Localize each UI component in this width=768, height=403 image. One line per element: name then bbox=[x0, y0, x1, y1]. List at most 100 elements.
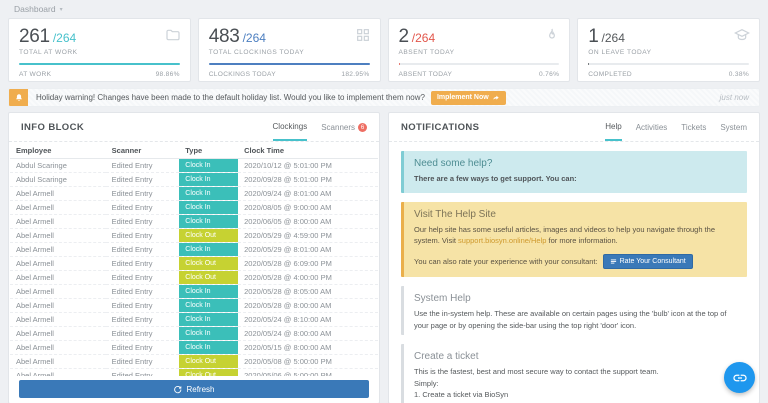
stat-percent: 98.86% bbox=[155, 71, 180, 78]
clock-time-cell: 2020/05/28 @ 8:00:00 AM bbox=[238, 298, 378, 313]
stat-card: 1 /264 ON LEAVE TODAY COMPLETED 0.38% bbox=[577, 18, 760, 82]
help-site-section: Visit The Help Site Our help site has so… bbox=[401, 201, 747, 277]
scanner-cell: Edited Entry bbox=[105, 312, 180, 327]
tab-tickets[interactable]: Tickets bbox=[681, 122, 706, 141]
progress-bar bbox=[208, 63, 370, 65]
table-row[interactable]: Abel Armell Edited Entry Clock In 2020/05/2… bbox=[10, 298, 378, 313]
implement-now-button[interactable]: Implement Now bbox=[430, 90, 506, 105]
system-help-section: System Help Use the in-system help. Thes… bbox=[401, 285, 747, 336]
table-row[interactable]: Abel Armell Edited Entry Clock In 2020/06/0… bbox=[10, 214, 378, 229]
clock-time-cell: 2020/09/28 @ 5:01:00 PM bbox=[238, 172, 378, 187]
stat-percent: 0.76% bbox=[539, 71, 560, 78]
table-row[interactable]: Abel Armell Edited Entry Clock In 2020/05/2… bbox=[10, 326, 378, 341]
scanner-cell: Edited Entry bbox=[105, 340, 180, 355]
help-site-link[interactable]: support.biosyn.online/Help bbox=[458, 236, 547, 246]
stat-label: TOTAL CLOCKINGS TODAY bbox=[208, 49, 305, 56]
need-help-heading: Need some help? bbox=[414, 158, 493, 169]
table-row[interactable]: Abel Armell Edited Entry Clock In 2020/05/1… bbox=[10, 340, 378, 355]
banner-timestamp: just now bbox=[719, 93, 749, 102]
table-row[interactable]: Abel Armell Edited Entry Clock In 2020/05/2… bbox=[10, 284, 378, 299]
create-ticket-steps: Simply: 1. Create a ticket via BioSyn 2.… bbox=[414, 378, 737, 403]
system-help-heading: System Help bbox=[414, 292, 471, 304]
tab-activities[interactable]: Activities bbox=[636, 122, 668, 141]
stat-percent: 0.38% bbox=[728, 71, 749, 78]
table-row[interactable]: Abel Armell Edited Entry Clock In 2020/05/2… bbox=[10, 312, 378, 327]
type-cell: Clock Out bbox=[179, 354, 239, 369]
employee-cell: Abel Armell bbox=[10, 214, 106, 229]
rate-consultant-text: You can also rate your experience with y… bbox=[414, 256, 598, 266]
info-block-title: INFO BLOCK bbox=[21, 122, 85, 133]
folder-icon bbox=[165, 27, 181, 43]
refresh-button[interactable]: Refresh bbox=[19, 380, 369, 398]
forward-arrow-icon bbox=[493, 95, 499, 100]
ticket-simply-label: Simply: bbox=[414, 378, 439, 388]
table-row[interactable]: Abel Armell Edited Entry Clock In 2020/05/2… bbox=[10, 242, 378, 257]
table-row[interactable]: Abdul Scaringe Edited Entry Clock In 2020/0… bbox=[10, 172, 378, 187]
tab-system[interactable]: System bbox=[720, 122, 747, 141]
tab-clockings[interactable]: Clockings bbox=[272, 122, 308, 141]
table-row[interactable]: Abel Armell Edited Entry Clock Out 2020/05/… bbox=[10, 270, 378, 285]
breadcrumb[interactable]: Dashboard ▾ bbox=[0, 0, 768, 16]
tab-scanners-label: Scanners bbox=[321, 123, 355, 132]
employee-cell: Abel Armell bbox=[10, 284, 106, 299]
scanner-cell: Edited Entry bbox=[105, 368, 180, 376]
notifications-tabs: Help Activities Tickets System bbox=[605, 122, 747, 141]
rate-consultant-label: Rate Your Consultant bbox=[619, 257, 686, 265]
stat-cards-row: 261 /264 TOTAL AT WORK AT WORK 98.86% 48… bbox=[0, 16, 768, 82]
help-site-text-after: for more information. bbox=[546, 236, 618, 246]
employee-cell: Abel Armell bbox=[10, 326, 106, 341]
clock-time-cell: 2020/05/15 @ 8:00:00 AM bbox=[238, 340, 378, 355]
scanner-cell: Edited Entry bbox=[105, 200, 180, 215]
clock-time-cell: 2020/05/24 @ 8:00:00 AM bbox=[238, 326, 378, 341]
stat-value: 483 bbox=[208, 26, 240, 47]
bell-icon bbox=[9, 89, 28, 106]
stat-footer-label: CLOCKINGS TODAY bbox=[208, 71, 276, 78]
progress-fill bbox=[208, 63, 370, 65]
table-row[interactable]: Abel Armell Edited Entry Clock Out 2020/05/… bbox=[10, 368, 378, 376]
create-ticket-section: Create a ticket This is the fastest, bes… bbox=[401, 344, 747, 403]
scanner-cell: Edited Entry bbox=[105, 214, 180, 229]
help-site-heading: Visit The Help Site bbox=[414, 208, 496, 220]
type-cell: Clock Out bbox=[179, 270, 239, 285]
rate-consultant-button[interactable]: Rate Your Consultant bbox=[602, 253, 693, 269]
chevron-down-icon: ▾ bbox=[59, 6, 63, 13]
stat-total: /264 bbox=[242, 31, 266, 45]
clock-time-cell: 2020/05/28 @ 8:05:00 AM bbox=[238, 284, 378, 299]
table-row[interactable]: Abel Armell Edited Entry Clock Out 2020/05/… bbox=[10, 228, 378, 243]
link-fab-button[interactable] bbox=[724, 362, 755, 393]
graduation-cap-icon bbox=[734, 27, 750, 43]
table-row[interactable]: Abdul Scaringe Edited Entry Clock In 2020/1… bbox=[10, 158, 378, 173]
clock-time-cell: 2020/05/28 @ 6:09:00 PM bbox=[238, 256, 378, 271]
stat-total: /264 bbox=[411, 31, 436, 45]
tab-system-label: System bbox=[720, 123, 747, 132]
scanner-cell: Edited Entry bbox=[105, 158, 180, 173]
rate-icon bbox=[610, 259, 616, 264]
stat-value: 2 bbox=[398, 26, 410, 47]
employee-cell: Abel Armell bbox=[10, 242, 106, 257]
table-row[interactable]: Abel Armell Edited Entry Clock Out 2020/05/… bbox=[10, 354, 378, 369]
clock-time-cell: 2020/05/28 @ 4:00:00 PM bbox=[238, 270, 378, 285]
stat-label: ON LEAVE TODAY bbox=[588, 49, 652, 56]
holiday-warning-banner: Holiday warning! Changes have been made … bbox=[8, 88, 760, 107]
clockings-table-body: Abdul Scaringe Edited Entry Clock In 2020/1… bbox=[10, 158, 378, 376]
refresh-icon bbox=[174, 385, 182, 393]
table-row[interactable]: Abel Armell Edited Entry Clock Out 2020/05/… bbox=[10, 256, 378, 271]
employee-cell: Abel Armell bbox=[10, 228, 106, 243]
type-cell: Clock In bbox=[179, 312, 239, 327]
clock-time-cell: 2020/05/08 @ 5:00:00 PM bbox=[238, 354, 378, 369]
notifications-title: NOTIFICATIONS bbox=[401, 122, 480, 133]
info-block-header: INFO BLOCK Clockings Scanners 6 bbox=[9, 113, 379, 142]
system-help-body: Use the in-system help. These are availa… bbox=[414, 308, 727, 330]
employee-cell: Abel Armell bbox=[10, 256, 106, 271]
scanner-cell: Edited Entry bbox=[105, 242, 180, 257]
tab-help-label: Help bbox=[605, 122, 622, 131]
table-row[interactable]: Abel Armell Edited Entry Clock In 2020/08/0… bbox=[10, 200, 378, 215]
tab-scanners[interactable]: Scanners 6 bbox=[321, 122, 367, 141]
type-cell: Clock Out bbox=[179, 256, 239, 271]
table-row[interactable]: Abel Armell Edited Entry Clock In 2020/09/2… bbox=[10, 186, 378, 201]
stat-card: 483 /264 TOTAL CLOCKINGS TODAY CLOCKINGS… bbox=[197, 18, 381, 82]
type-cell: Clock In bbox=[179, 340, 239, 355]
tab-help[interactable]: Help bbox=[605, 122, 622, 141]
progress-bar bbox=[588, 63, 749, 65]
clock-time-cell: 2020/05/06 @ 5:00:00 PM bbox=[238, 368, 378, 376]
